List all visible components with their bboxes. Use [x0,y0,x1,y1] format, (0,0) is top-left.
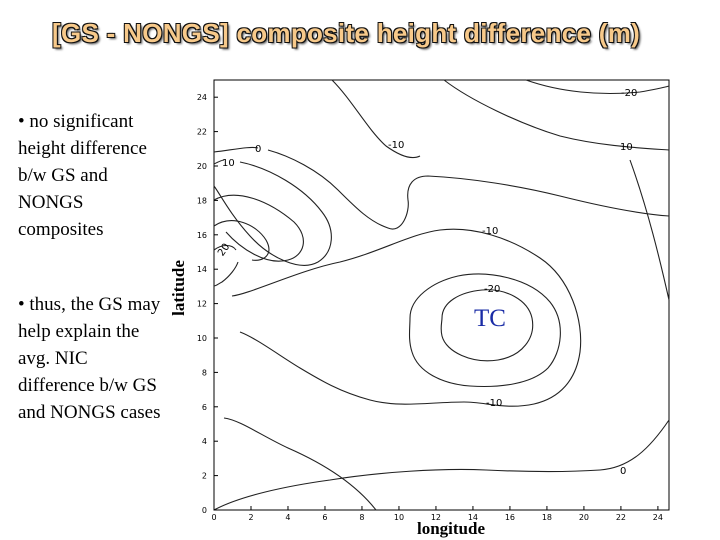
contour-line [213,220,270,261]
y-tick-label: 20 [197,162,207,171]
y-tick-label: 22 [197,128,207,137]
contour-label: -20 [484,284,500,295]
contour-line [213,194,304,262]
contour-label: -10 [388,140,404,151]
x-tick-label: 12 [431,513,441,522]
contour-label: -10 [486,398,502,409]
contour-label: 0 [255,144,261,155]
contour-line [213,161,332,266]
contour-label: 10 [620,142,633,153]
slide-title: [GS - NONGS] composite height difference… [52,18,641,48]
contour-line [331,79,421,159]
contour-labels: -20 0 10 -10 20 10 -10 -20 -10 0 [216,88,637,477]
y-tick-label: 0 [202,506,207,515]
contour-line [213,159,225,165]
x-tick-label: 14 [468,513,478,522]
x-tick-label: 22 [616,513,626,522]
y-tick-label: 14 [197,265,207,274]
y-tick-label: 8 [202,368,207,377]
x-tick-label: 6 [322,513,327,522]
contour-line [213,419,670,511]
contour-lines [213,79,670,511]
contour-line [213,146,259,153]
y-tick-label: 4 [202,437,207,446]
x-tick-label: 24 [653,513,663,522]
tc-marker: TC [474,305,506,332]
y-tick-label: 2 [202,472,207,481]
contour-line [629,159,670,301]
x-axis-label: longitude [417,519,485,538]
x-tick-label: 8 [359,513,364,522]
contour-line [267,149,670,230]
y-tick-label: 16 [197,231,207,240]
contour-label: -20 [621,88,637,99]
contour-line [440,289,534,362]
y-tick-label: 6 [202,403,207,412]
contour-label: 10 [222,158,235,169]
x-tick-label: 4 [285,513,290,522]
x-tick-label: 2 [248,513,253,522]
contour-label: 0 [620,466,626,477]
y-axis-label: latitude [169,260,188,316]
bullet-gs-explains-nic: • thus, the GS may help explain the avg.… [18,294,161,423]
y-tick-label: 10 [197,334,207,343]
plot-frame [213,79,670,511]
x-tick-label: 10 [394,513,404,522]
x-tick-label: 16 [505,513,515,522]
x-tick-label: 0 [211,513,216,522]
contour-label: 20 [216,242,232,259]
x-tick-label: 20 [579,513,589,522]
contour-line [443,79,670,151]
contour-line [213,261,239,287]
y-tick-label: 24 [197,93,207,102]
y-tick-label: 18 [197,196,207,205]
bullet-no-significant-difference: • no significant height difference b/w G… [18,111,147,240]
contour-line [231,228,582,407]
contour-line [525,79,670,95]
contour-line [223,417,377,511]
contour-line [213,244,237,251]
x-tick-labels: 0 2 4 6 8 10 12 14 16 18 20 22 24 [211,513,663,522]
contour-label: -10 [482,226,498,237]
contour-line [408,273,561,387]
x-tick-label: 18 [542,513,552,522]
y-tick-label: 12 [197,300,207,309]
